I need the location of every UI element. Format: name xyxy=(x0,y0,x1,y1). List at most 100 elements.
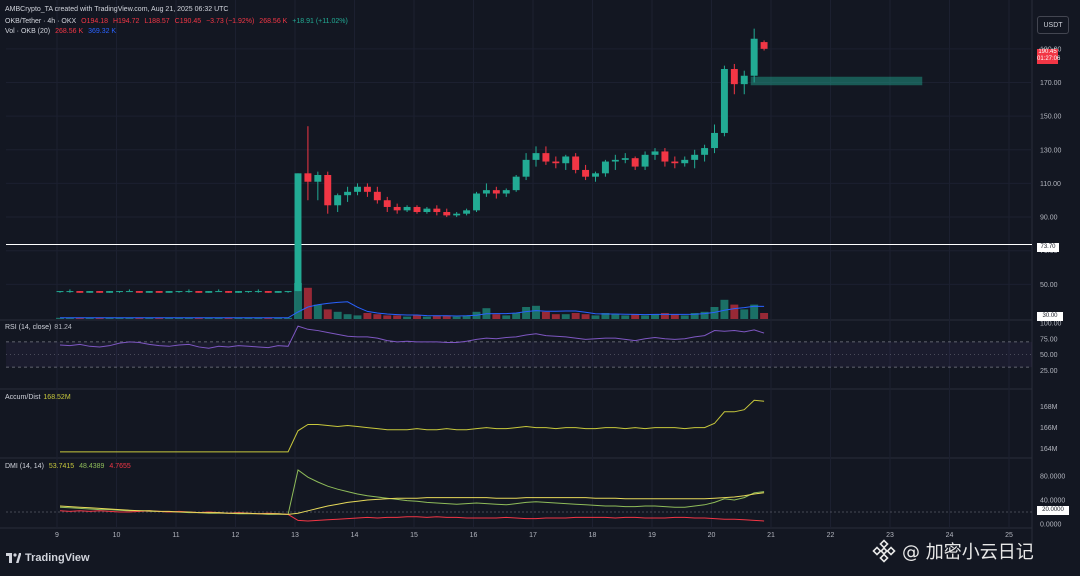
dmi-level-tag: 20.0000 xyxy=(1037,506,1069,515)
candle-body xyxy=(631,158,639,167)
candle-body xyxy=(592,173,599,177)
candle-body xyxy=(423,208,431,213)
volume-ma-line xyxy=(60,301,765,319)
tradingview-logo-icon xyxy=(6,553,21,563)
candle-body xyxy=(532,153,540,160)
volume-bar xyxy=(105,317,114,319)
volume-legend[interactable]: Vol · OKB (20) 268.56 K 369.32 K xyxy=(5,28,117,35)
price-tick-label: 90.00 xyxy=(1040,215,1058,222)
candle-body xyxy=(403,206,411,211)
price-tick-label: 170.00 xyxy=(1040,80,1062,87)
volume-bar xyxy=(403,316,412,319)
volume-bar xyxy=(750,304,759,319)
candle-body xyxy=(552,161,560,164)
candle-body xyxy=(730,69,738,85)
volume-bar xyxy=(323,309,332,319)
candle-body xyxy=(205,291,213,293)
symbol-legend[interactable]: OKB/Tether · 4h · OKX O194.18 H194.72 L1… xyxy=(5,18,348,25)
volume-bar xyxy=(492,314,501,319)
author-line: AMBCrypto_TA created with TradingView.co… xyxy=(5,6,229,13)
volume-bar xyxy=(442,315,451,319)
rsi-legend[interactable]: RSI (14, close) 81.24 xyxy=(5,324,72,331)
volume-bar xyxy=(621,315,630,319)
volume-bar xyxy=(204,317,213,319)
volume-bar xyxy=(690,313,699,319)
candle-body xyxy=(482,190,490,194)
volume-bar xyxy=(700,311,709,319)
dmi-legend[interactable]: DMI (14, 14) 53.7415 48.4389 4.7655 xyxy=(5,463,131,470)
volume-bar xyxy=(660,313,669,319)
x-tick-label: 24 xyxy=(946,532,954,539)
x-tick-label: 18 xyxy=(589,532,597,539)
price-tick-label: 130.00 xyxy=(1040,147,1062,154)
volume-bar xyxy=(333,311,342,319)
rsi-tick-label: 75.00 xyxy=(1040,336,1058,343)
volume-bar xyxy=(264,317,273,319)
volume-bar xyxy=(760,313,769,319)
ad-tick-label: 168M xyxy=(1040,404,1058,411)
volume-bar xyxy=(244,317,253,319)
volume-bar xyxy=(680,315,689,319)
rsi-line xyxy=(59,325,765,349)
volume-bar xyxy=(135,317,144,319)
candle-body xyxy=(492,190,500,194)
candle-body xyxy=(691,154,699,160)
volume-bar xyxy=(670,314,679,319)
x-tick-label: 12 xyxy=(232,532,240,539)
volume-bar xyxy=(462,315,471,319)
candle-body xyxy=(413,206,421,213)
candle-body xyxy=(750,38,758,76)
volume-bar xyxy=(551,314,560,319)
candle-body xyxy=(175,291,183,293)
candle-body xyxy=(473,193,480,211)
volume-bar xyxy=(294,283,302,319)
candle-body xyxy=(66,291,74,293)
volume-bar xyxy=(581,314,590,319)
volume-bar xyxy=(373,314,382,319)
candle-body xyxy=(135,291,143,293)
volume-bar xyxy=(224,317,233,319)
candle-body xyxy=(254,291,262,293)
volume-bar xyxy=(383,315,392,319)
candle-body xyxy=(334,195,342,206)
x-tick-label: 19 xyxy=(648,532,656,539)
tradingview-logo[interactable]: TradingView xyxy=(6,552,90,564)
adx-line xyxy=(59,492,765,515)
ad-line xyxy=(60,399,765,453)
volume-bar xyxy=(532,305,540,319)
dmi-tick-label: 0.0000 xyxy=(1040,522,1062,529)
candle-body xyxy=(116,291,123,293)
currency-button[interactable]: USDT xyxy=(1037,16,1069,34)
dmi-tick-label: 40.0000 xyxy=(1040,498,1065,505)
candle-body xyxy=(641,154,649,167)
candle-body xyxy=(165,291,173,293)
x-tick-label: 15 xyxy=(410,532,418,539)
volume-bar xyxy=(452,316,461,319)
volume-bar xyxy=(284,317,293,319)
volume-bar xyxy=(115,317,124,319)
x-tick-label: 16 xyxy=(470,532,478,539)
candle-body xyxy=(264,291,272,293)
candle-body xyxy=(651,151,659,155)
watermark: @ 加密小云日记 xyxy=(872,538,1034,564)
candle-body xyxy=(711,132,718,149)
volume-bar xyxy=(571,313,580,319)
candle-body xyxy=(601,161,609,174)
x-tick-label: 23 xyxy=(886,532,894,539)
dmi-plus-line xyxy=(59,469,765,515)
horizontal-level-tag: 73.70 xyxy=(1037,243,1059,252)
volume-bar xyxy=(184,317,193,319)
volume-bar xyxy=(145,317,154,319)
last-price-tag: 190.45 01:27:06 xyxy=(1037,49,1061,64)
candle-body xyxy=(611,159,619,162)
volume-bar xyxy=(601,313,610,319)
x-tick-label: 9 xyxy=(55,532,59,539)
ad-legend[interactable]: Accum/Dist 168.52M xyxy=(5,394,71,401)
volume-bar xyxy=(611,314,620,319)
volume-bar xyxy=(541,311,550,319)
candle-body xyxy=(760,42,768,49)
volume-bar xyxy=(303,287,312,319)
volume-bar xyxy=(641,315,650,319)
